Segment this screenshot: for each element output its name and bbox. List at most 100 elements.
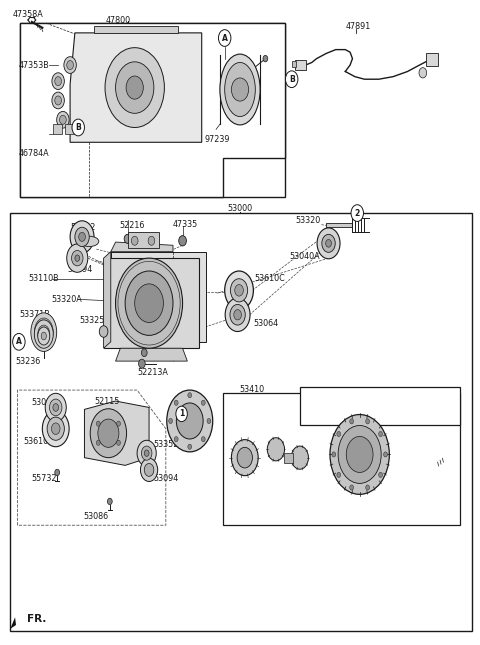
- Text: 47335: 47335: [173, 220, 198, 229]
- Circle shape: [139, 359, 145, 368]
- Circle shape: [234, 310, 241, 320]
- Bar: [20, 23, 286, 197]
- Circle shape: [125, 271, 173, 335]
- Circle shape: [141, 459, 157, 481]
- Circle shape: [124, 234, 131, 243]
- Circle shape: [67, 244, 88, 272]
- Bar: [223, 393, 460, 525]
- Circle shape: [117, 440, 120, 445]
- Circle shape: [366, 485, 370, 490]
- Circle shape: [263, 55, 268, 62]
- Circle shape: [49, 399, 62, 416]
- Text: 53610C: 53610C: [24, 437, 54, 446]
- Circle shape: [174, 400, 178, 405]
- Circle shape: [202, 437, 205, 442]
- Bar: [295, 60, 306, 70]
- Ellipse shape: [38, 325, 50, 343]
- Circle shape: [267, 438, 285, 461]
- Circle shape: [230, 279, 248, 302]
- Circle shape: [167, 390, 213, 452]
- Circle shape: [105, 48, 164, 128]
- Text: 53236: 53236: [15, 357, 40, 366]
- Text: 53371B: 53371B: [19, 310, 49, 319]
- Ellipse shape: [220, 54, 260, 125]
- Circle shape: [55, 96, 61, 105]
- Polygon shape: [65, 124, 74, 134]
- Text: 46784A: 46784A: [19, 150, 49, 159]
- Polygon shape: [116, 348, 187, 361]
- Circle shape: [57, 112, 69, 128]
- Circle shape: [350, 419, 354, 424]
- Polygon shape: [94, 26, 178, 33]
- Circle shape: [379, 472, 383, 477]
- Circle shape: [325, 239, 331, 247]
- Circle shape: [286, 71, 298, 88]
- Polygon shape: [128, 232, 158, 248]
- Text: 53320A: 53320A: [51, 295, 82, 304]
- Circle shape: [230, 304, 245, 325]
- Circle shape: [176, 406, 187, 422]
- Circle shape: [72, 250, 83, 266]
- Bar: [10, 213, 472, 631]
- Text: 47353B: 47353B: [19, 61, 49, 70]
- Circle shape: [148, 236, 155, 245]
- Circle shape: [419, 68, 427, 78]
- Circle shape: [237, 448, 252, 468]
- Circle shape: [132, 236, 138, 245]
- Text: 52213A: 52213A: [137, 368, 168, 377]
- Text: 53064: 53064: [253, 319, 278, 328]
- Ellipse shape: [34, 320, 53, 348]
- Circle shape: [384, 452, 387, 457]
- Text: 53110B: 53110B: [28, 274, 59, 283]
- Circle shape: [225, 271, 253, 310]
- Circle shape: [72, 119, 84, 136]
- Circle shape: [142, 349, 147, 357]
- Circle shape: [366, 419, 370, 424]
- Circle shape: [99, 326, 108, 337]
- Circle shape: [52, 92, 64, 109]
- Text: 47358A: 47358A: [12, 10, 43, 19]
- Circle shape: [235, 284, 243, 296]
- Circle shape: [225, 298, 250, 332]
- Circle shape: [144, 464, 154, 476]
- Polygon shape: [84, 401, 149, 466]
- Circle shape: [202, 400, 205, 405]
- Bar: [426, 54, 438, 66]
- Text: 53086: 53086: [83, 512, 108, 521]
- Circle shape: [75, 255, 80, 261]
- Circle shape: [144, 450, 149, 457]
- Ellipse shape: [225, 63, 255, 117]
- Polygon shape: [326, 223, 352, 227]
- Text: 53040A: 53040A: [290, 252, 321, 261]
- Text: 53610C: 53610C: [254, 274, 285, 283]
- Circle shape: [47, 417, 64, 441]
- Text: 52115: 52115: [94, 397, 120, 406]
- Circle shape: [42, 411, 69, 447]
- Circle shape: [12, 333, 25, 350]
- Text: 53094: 53094: [153, 474, 178, 482]
- Circle shape: [116, 62, 154, 114]
- Circle shape: [126, 76, 144, 99]
- Bar: [300, 387, 460, 426]
- Polygon shape: [70, 33, 202, 143]
- Polygon shape: [104, 258, 199, 348]
- Circle shape: [55, 77, 61, 86]
- Text: B: B: [289, 75, 295, 84]
- Text: 52212: 52212: [142, 339, 168, 348]
- Circle shape: [60, 115, 66, 124]
- Circle shape: [218, 30, 231, 46]
- Circle shape: [330, 415, 389, 494]
- Circle shape: [350, 485, 354, 490]
- Circle shape: [70, 221, 94, 253]
- Circle shape: [116, 258, 182, 348]
- Circle shape: [137, 441, 156, 466]
- Text: 53215: 53215: [431, 470, 456, 478]
- Circle shape: [231, 78, 249, 101]
- Circle shape: [108, 498, 112, 504]
- Text: 97239: 97239: [204, 135, 229, 144]
- Circle shape: [351, 204, 363, 221]
- Circle shape: [98, 419, 119, 448]
- Circle shape: [67, 61, 73, 70]
- Circle shape: [51, 423, 60, 435]
- Text: 47891: 47891: [345, 22, 371, 31]
